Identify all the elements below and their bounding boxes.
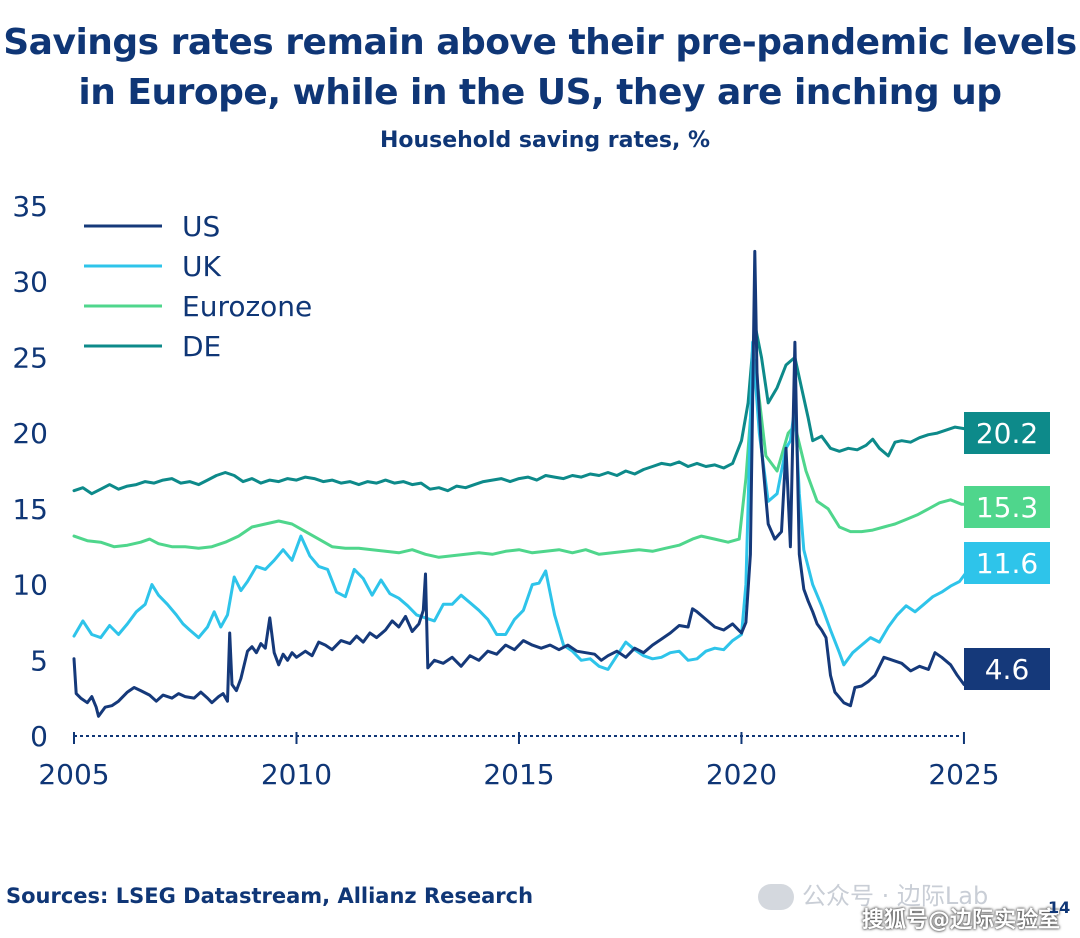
end-label-box-de [964, 412, 1050, 454]
end-label-us: 4.6 [985, 653, 1030, 686]
chart-title: Savings rates remain above their pre-pan… [3, 22, 1077, 113]
watermark-top-text: 公众号 · 边际Lab [802, 882, 989, 910]
x-tick-label: 2025 [928, 758, 999, 791]
watermark-sohu: 搜狐号@边际实验室 [862, 908, 1061, 933]
y-tick-label: 35 [12, 190, 48, 223]
legend-label-uk: UK [182, 250, 221, 283]
end-label-de: 20.2 [976, 417, 1038, 450]
x-tick-label: 2020 [706, 758, 777, 791]
y-tick-label: 20 [12, 417, 48, 450]
page-number: 14 [1048, 898, 1071, 917]
watermark-wechat: 公众号 · 边际Lab [758, 876, 988, 911]
y-tick-label: 5 [30, 644, 48, 677]
x-tick-label: 2010 [261, 758, 332, 791]
series-line-de [72, 322, 975, 496]
y-tick-label: 30 [12, 266, 48, 299]
x-tick-label: 2015 [483, 758, 554, 791]
series-line-uk [72, 340, 975, 671]
source-note: Sources: LSEG Datastream, Allianz Resear… [6, 884, 534, 908]
series-line-eurozone [72, 359, 975, 559]
chart-subtitle: Household saving rates, % [379, 128, 711, 153]
end-label-eurozone: 15.3 [976, 491, 1038, 524]
y-tick-label: 0 [30, 720, 48, 753]
legend-label-eurozone: Eurozone [182, 290, 312, 323]
end-label-uk: 11.6 [976, 547, 1038, 580]
legend-label-us: US [182, 210, 220, 243]
x-tick-label: 2005 [38, 758, 109, 791]
y-tick-label: 15 [12, 493, 48, 526]
legend-label-de: DE [182, 330, 221, 363]
wechat-icon [758, 884, 794, 910]
series-line-us [72, 249, 975, 718]
end-label-box-eurozone [964, 486, 1050, 528]
y-tick-label: 10 [12, 569, 48, 602]
end-label-box-uk [964, 542, 1050, 584]
y-tick-label: 25 [12, 341, 48, 374]
end-label-box-us [964, 648, 1050, 690]
